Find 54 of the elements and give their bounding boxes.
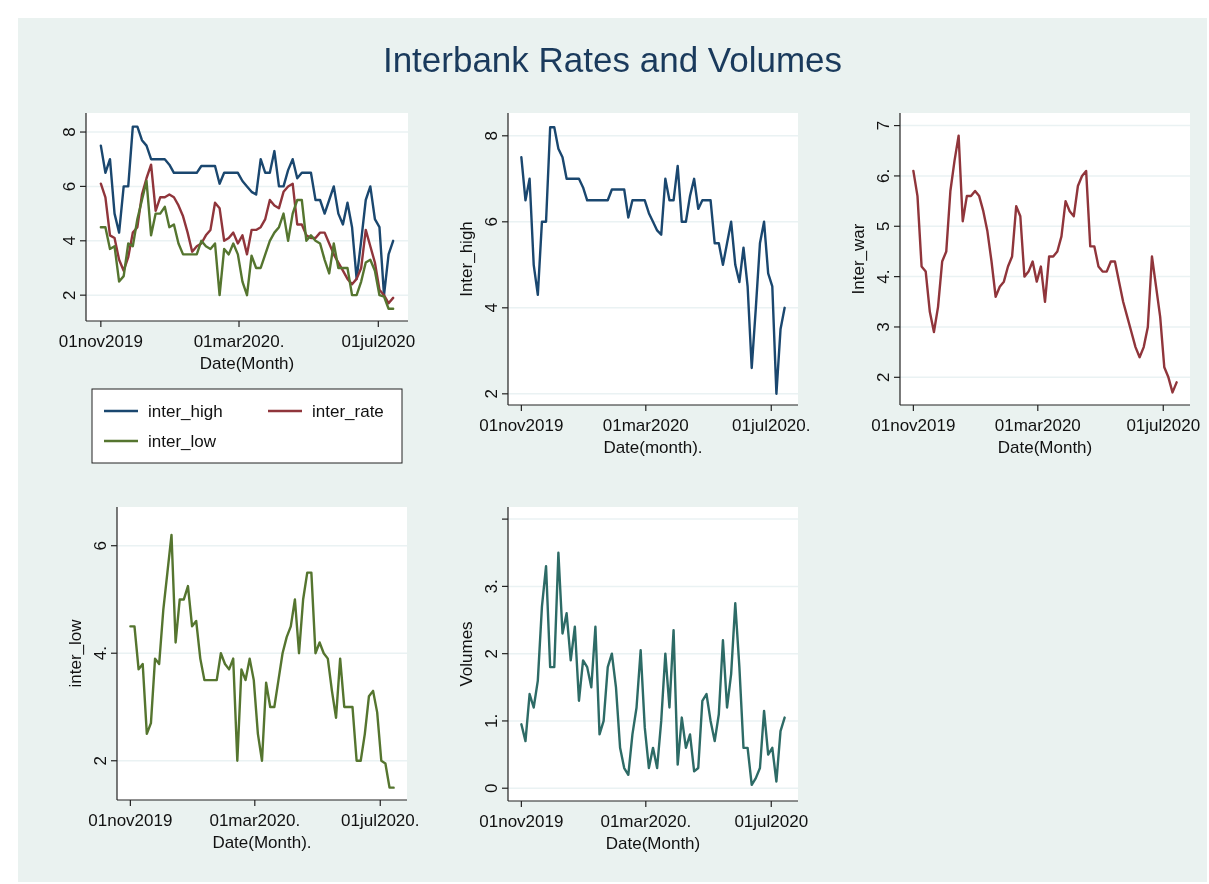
legend-label: inter_rate <box>312 402 384 421</box>
line-series <box>129 533 395 789</box>
y-tick-label: 0 <box>482 783 501 793</box>
line-series <box>520 551 786 787</box>
x-axis-title: Date(Month) <box>605 834 701 853</box>
y-tick-label: 3 <box>874 322 893 332</box>
x-tick-label: 01mar2020. <box>209 811 301 830</box>
y-tick-label: 7 <box>874 120 893 131</box>
line-series <box>99 125 395 297</box>
y-tick-label: 2 <box>482 648 501 659</box>
y-tick-label: 2 <box>874 372 893 383</box>
y-axis-title: Inter_high <box>457 221 476 297</box>
x-axis-title: Date(Month) <box>997 438 1093 457</box>
y-axis-title: inter_low <box>66 618 85 688</box>
y-tick-label: 8 <box>60 127 79 137</box>
y-tick-label: 4 <box>60 236 79 246</box>
x-tick-label: 01jul2020 <box>1126 416 1201 435</box>
x-tick-label: 01mar2020. <box>600 812 692 831</box>
x-tick-label: 01nov2019 <box>479 812 564 831</box>
x-tick-label: 01nov2019 <box>58 332 143 351</box>
line-series <box>520 125 786 396</box>
x-tick-label: 01nov2019 <box>871 416 956 435</box>
y-tick-label: 4. <box>874 269 893 284</box>
y-axis-title: Volumes <box>457 621 476 687</box>
line-series <box>912 134 1178 394</box>
x-tick-label: 01jul2020. <box>341 811 420 830</box>
x-tick-label: 01mar2020 <box>602 416 689 435</box>
x-tick-label: 01mar2020. <box>193 332 285 351</box>
y-tick-label: 6 <box>91 540 110 551</box>
y-tick-label: 4. <box>91 646 110 661</box>
text: Interbank Rates and Volumes <box>382 40 843 79</box>
legend-label: inter_low <box>148 432 217 451</box>
y-tick-label: 2 <box>60 290 79 300</box>
x-axis-title: Date(month). <box>603 438 703 457</box>
y-tick-label: 4 <box>482 303 501 313</box>
x-tick-label: 01nov2019 <box>479 416 564 435</box>
x-tick-label: 01mar2020 <box>994 416 1081 435</box>
y-tick-label: 1. <box>482 713 501 729</box>
x-tick-label: 01nov2019 <box>88 811 173 830</box>
x-tick-label: 01jul2020 <box>341 332 416 351</box>
x-tick-label: 01jul2020 <box>734 812 809 831</box>
y-axis-title: Inter_war <box>849 223 868 295</box>
x-axis-title: Date(Month) <box>199 354 295 373</box>
x-tick-label: 01jul2020. <box>732 416 811 435</box>
x-axis-title: Date(Month). <box>212 833 312 852</box>
legend-label: inter_high <box>148 402 223 421</box>
y-tick-label: 5 <box>874 221 893 232</box>
y-tick-label: 6 <box>60 181 79 192</box>
y-tick-label: 2 <box>91 756 110 766</box>
y-tick-label: 3. <box>482 579 501 594</box>
y-tick-label: 8 <box>482 131 501 141</box>
y-tick-label: 6. <box>874 168 893 184</box>
y-tick-label: 6 <box>482 217 501 227</box>
y-tick-label: 2 <box>482 389 501 399</box>
